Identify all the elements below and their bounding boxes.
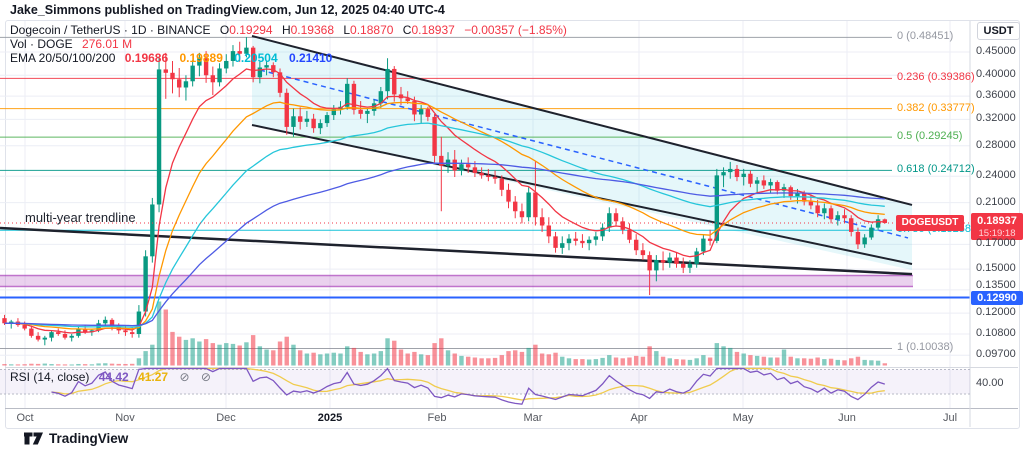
ema200-value: 0.21410 (288, 51, 333, 65)
support-band-layer (0, 274, 913, 288)
ema-200-line (4, 162, 885, 327)
time-axis-label: Jun (838, 412, 856, 424)
ema-label: EMA 20/50/100/200 (10, 51, 116, 65)
symbol-price-flag: DOGEUSDT (896, 215, 964, 231)
time-axis-label: 2025 (317, 412, 343, 424)
ema50-value: 0.19889 (179, 51, 223, 65)
ema20-value: 0.19686 (124, 51, 169, 65)
channel-bottom (251, 124, 913, 265)
symbol-title: Dogecoin / TetherUS · 1D · BINANCE (10, 23, 211, 37)
time-axis-label: Dec (216, 412, 236, 424)
fib-layer (0, 36, 892, 349)
candles-layer (2, 37, 888, 346)
price-axis-label: 0.17000 (976, 237, 1016, 250)
rsi-legend-row: RSI (14, close) 44.42 41.27 ⊘ ⊘ (10, 370, 211, 384)
bar-countdown-timer: 15:19:18 (978, 228, 1016, 239)
open-value: 0.19294 (229, 23, 273, 37)
symbol-legend-row: Dogecoin / TetherUS · 1D · BINANCE O0.19… (10, 23, 567, 37)
time-axis-label: Nov (115, 412, 135, 424)
last-price-value: 0.18937 (977, 215, 1017, 227)
change-value: −0.00357 (−1.85%) (464, 23, 567, 37)
rsi-ma-value: 41.27 (138, 370, 169, 384)
ema100-value: 0.20504 (234, 51, 278, 65)
time-axis-label: Mar (523, 412, 543, 424)
support-level-axis-badge: 0.12990 (971, 291, 1023, 305)
volume-legend-row: Vol · DOGE 276.01 M (10, 37, 567, 51)
channel-mid-dashed (259, 69, 909, 239)
volume-value: 276.01 M (82, 37, 133, 51)
high-value: 0.19368 (290, 23, 335, 37)
low-value: 0.18870 (350, 23, 394, 37)
time-axis-label: Oct (16, 412, 34, 424)
trendline-annotation[interactable]: multi-year trendline (25, 210, 136, 225)
price-axis-label: 0.15000 (976, 262, 1016, 275)
ema-layer (4, 68, 885, 334)
fib-level-label: 1 (0.10038) (897, 341, 954, 354)
fib-level-label: 0.618 (0.24712) (897, 163, 975, 176)
publish-header-text: Jake_Simmons published on TradingView.co… (10, 3, 445, 17)
rsi-axis-value: 40.00 (976, 377, 1004, 389)
price-axis-label: 0.10800 (976, 326, 1016, 339)
currency-toggle[interactable]: USDT (977, 22, 1020, 40)
price-axis-label: 0.32000 (976, 112, 1016, 125)
high-label: H (281, 23, 291, 37)
tradingview-brand-text: TradingView (49, 431, 129, 446)
fib-level-label: 0 (0.48451) (897, 30, 954, 43)
volume-label: Vol · DOGE (10, 37, 73, 51)
fib-level-label: 0.236 (0.39386) (897, 71, 975, 84)
tradingview-attribution[interactable]: TradingView (24, 431, 128, 446)
hidden-plot-icon[interactable]: ⊘ (200, 370, 211, 384)
chart-legend: Dogecoin / TetherUS · 1D · BINANCE O0.19… (10, 23, 567, 65)
ema-50-line (4, 101, 885, 330)
price-axis-label: 0.36000 (976, 89, 1016, 102)
price-axis-label: 0.21000 (976, 195, 1016, 208)
rsi-line (51, 367, 885, 405)
price-axis-label: 0.13500 (976, 278, 1016, 291)
time-axis-label: Jul (942, 412, 958, 424)
fib-level-label: 0.5 (0.29245) (897, 130, 963, 143)
hidden-plot-icon[interactable]: ⊘ (179, 370, 190, 384)
support-zone-rect (0, 275, 913, 287)
separators-layer (5, 21, 1018, 427)
channel-top (251, 35, 913, 206)
ema-legend-row: EMA 20/50/100/200 0.19686 0.19889 0.2050… (10, 51, 567, 65)
price-axis-label: 0.24000 (976, 169, 1016, 182)
price-axis-label: 0.28000 (976, 138, 1016, 151)
price-axis-label: 0.40000 (976, 68, 1016, 81)
publish-header: Jake_Simmons published on TradingView.co… (10, 3, 445, 17)
price-axis-label: 0.12000 (976, 306, 1016, 319)
price-axis-label: 0.09700 (976, 348, 1016, 361)
price-axis-label: 0.45000 (976, 44, 1016, 57)
time-axis-label: May (732, 412, 754, 424)
low-label: L (343, 23, 351, 37)
volume-layer (2, 301, 888, 366)
time-axis-label: Apr (630, 412, 648, 424)
close-label: C (402, 23, 412, 37)
time-axis-label: Feb (427, 412, 447, 424)
rsi-label: RSI (14, close) (10, 370, 90, 384)
rsi-value: 44.42 (98, 370, 129, 384)
rsi-layer (0, 367, 970, 405)
ema-20-line (4, 68, 885, 334)
tradingview-logo-icon (24, 432, 43, 445)
close-value: 0.18937 (411, 23, 455, 37)
ema-100-line (4, 122, 885, 328)
open-label: O (219, 23, 230, 37)
last-price-axis-badge: 0.18937 15:19:18 (971, 213, 1023, 240)
fib-level-label: 0.382 (0.33777) (897, 101, 975, 114)
